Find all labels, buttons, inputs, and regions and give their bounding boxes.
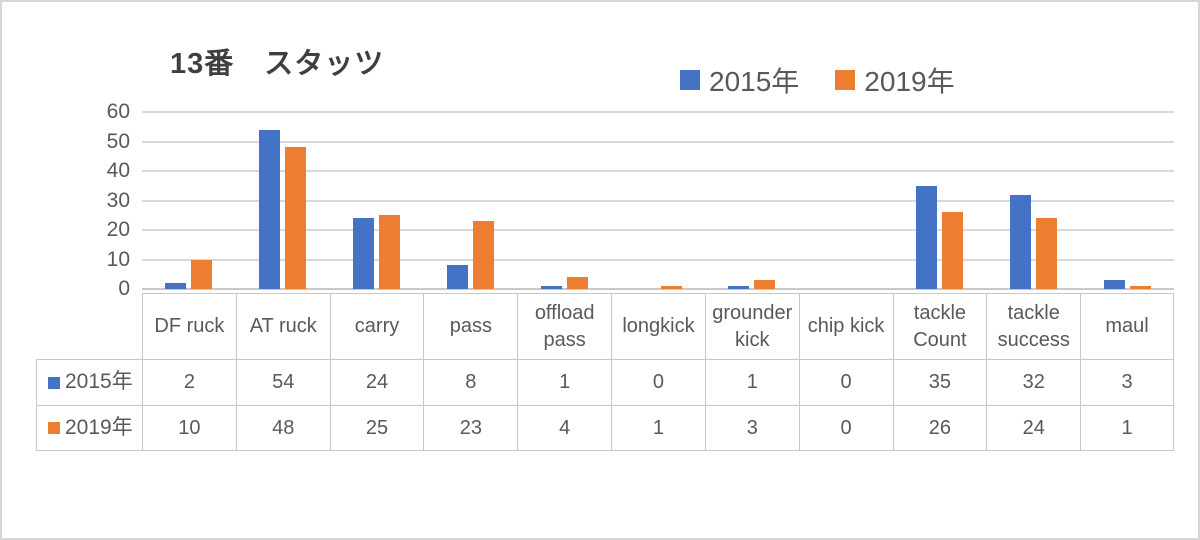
table-header-cell: DF ruck (142, 293, 236, 359)
bar (566, 277, 588, 289)
table-row-label: 2015年 (36, 359, 142, 405)
table-value-cell: 10 (142, 405, 236, 451)
chart-legend: 2015年 2019年 (680, 60, 955, 100)
x-axis-line (142, 288, 1174, 290)
bar (728, 286, 750, 289)
bar (165, 283, 187, 289)
y-axis-tick-label: 0 (118, 277, 130, 300)
table-value-cell: 23 (423, 405, 518, 451)
data-table: DF ruck AT ruck carry pass offload pass longk… (36, 293, 1174, 451)
bar (472, 221, 494, 289)
bar (941, 212, 963, 289)
y-axis-tick-label: 60 (106, 100, 130, 123)
y-axis-tick-label: 50 (106, 129, 130, 153)
gridline (142, 258, 1174, 261)
table-value-cell: 0 (798, 359, 893, 405)
table-value-cell: 1 (517, 359, 612, 405)
table-value-cell: 8 (423, 359, 518, 405)
table-value-cell: 3 (704, 405, 799, 451)
table-header-cell: pass (423, 293, 518, 359)
table-header-cell: chip kick (798, 293, 893, 359)
gridline (142, 229, 1174, 231)
legend-swatch-icon (835, 70, 856, 90)
bar (379, 215, 401, 289)
bar (353, 218, 375, 289)
bar (285, 147, 307, 289)
table-value-cell: 35 (892, 359, 987, 405)
y-axis-tick-label: 20 (106, 218, 130, 241)
series-name: 2015年 (65, 370, 133, 394)
table-value-cell: 1 (704, 359, 799, 405)
table-header-cell: grounder kick (704, 293, 799, 359)
table-value-cell: 4 (517, 405, 612, 451)
bar (259, 129, 281, 289)
table-value-cell: 3 (1080, 359, 1174, 405)
bar (754, 280, 776, 289)
table-header-cell: tackle Count (892, 293, 987, 359)
table-header-cell: offload pass (517, 293, 612, 359)
table-value-cell: 32 (986, 359, 1081, 405)
legend-label: 2019年 (864, 66, 955, 97)
table-header-cell: carry (329, 293, 424, 359)
table-value-cell: 54 (235, 359, 330, 405)
gridline (142, 170, 1174, 172)
chart-title: 13番 スタッツ (170, 48, 385, 80)
table-value-cell: 1 (1080, 405, 1174, 451)
y-axis-tick-label: 10 (106, 247, 130, 271)
table-value-cell: 0 (798, 405, 893, 451)
table-value-cell: 24 (986, 405, 1081, 451)
table-header-cell: maul (1080, 293, 1174, 359)
series-swatch-icon (48, 422, 60, 434)
series-swatch-icon (48, 376, 60, 389)
legend-swatch-icon (680, 70, 700, 90)
bar (540, 286, 562, 289)
bar (1129, 286, 1151, 289)
table-header-cell: AT ruck (235, 293, 330, 359)
table-header-cell: longkick (611, 293, 705, 359)
table-row-label: 2019年 (36, 405, 142, 451)
gridline (142, 111, 1174, 113)
table-value-cell: 1 (611, 405, 705, 451)
table-value-cell: 0 (611, 359, 705, 405)
y-axis-tick-label: 30 (106, 188, 130, 212)
legend-item: 2015年 (680, 60, 799, 100)
table-value-cell: 26 (892, 405, 987, 451)
bar (1009, 194, 1031, 289)
table-value-cell: 24 (329, 359, 424, 405)
table-value-cell: 2 (142, 359, 236, 405)
table-value-cell: 25 (329, 405, 424, 451)
bar (191, 259, 213, 289)
legend-label: 2015年 (709, 66, 800, 97)
bar (1103, 280, 1125, 289)
bar (660, 286, 682, 289)
legend-item: 2019年 (835, 60, 955, 100)
bar (446, 265, 468, 289)
table-header-cell: tackle success (986, 293, 1081, 359)
y-axis-tick-label: 40 (106, 159, 130, 182)
bar (915, 185, 937, 289)
gridline (142, 140, 1174, 143)
bar (1035, 218, 1057, 289)
table-value-cell: 48 (235, 405, 330, 451)
series-name: 2019年 (65, 415, 133, 439)
gridline (142, 199, 1174, 202)
